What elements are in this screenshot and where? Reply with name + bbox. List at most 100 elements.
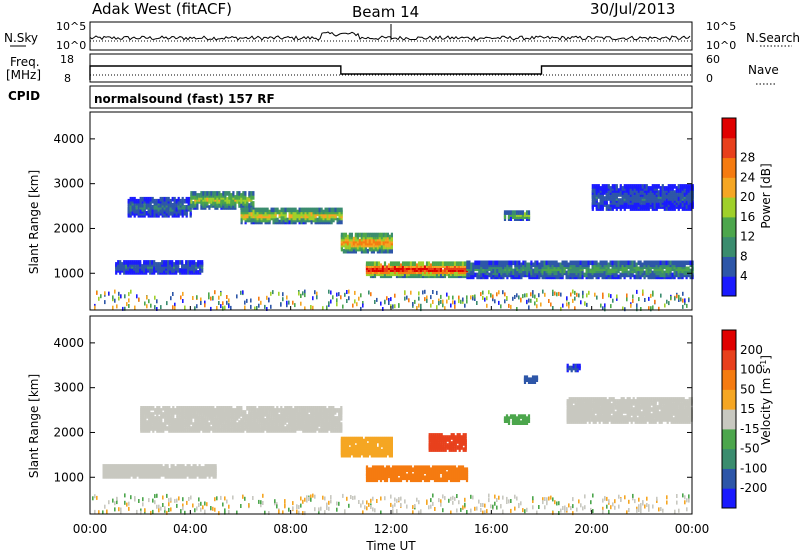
heatmap-cell bbox=[382, 236, 385, 242]
heatmap-cell bbox=[423, 469, 427, 474]
heatmap-cell bbox=[191, 270, 194, 275]
heatmap-cell bbox=[552, 292, 554, 296]
heatmap-cell bbox=[444, 306, 446, 311]
heatmap-cell bbox=[410, 290, 412, 295]
heatmap-cell bbox=[669, 184, 672, 189]
heatmap-cell bbox=[390, 232, 393, 238]
heatmap-cell bbox=[358, 296, 360, 301]
heatmap-cell bbox=[645, 194, 648, 199]
heatmap-cell bbox=[498, 290, 500, 295]
heatmap-cell bbox=[532, 262, 535, 268]
heatmap-cell bbox=[554, 291, 556, 296]
heatmap-cell bbox=[403, 261, 407, 266]
heatmap-cell bbox=[455, 271, 459, 277]
heatmap-cell bbox=[222, 199, 225, 204]
heatmap-cell bbox=[449, 465, 453, 470]
heatmap-cell bbox=[201, 268, 204, 273]
heatmap-cell bbox=[348, 242, 351, 248]
heatmap-cell bbox=[395, 465, 399, 470]
heatmap-cell bbox=[288, 300, 290, 305]
heatmap-cell bbox=[248, 215, 251, 221]
heatmap-cell bbox=[238, 420, 241, 425]
heatmap-cell bbox=[326, 408, 329, 413]
heatmap-cell bbox=[615, 184, 618, 189]
heatmap-cell bbox=[314, 207, 317, 213]
heatmap-cell bbox=[466, 299, 468, 304]
heatmap-cell bbox=[276, 424, 279, 429]
heatmap-cell bbox=[679, 272, 682, 278]
heatmap-cell bbox=[442, 299, 444, 304]
heatmap-cell bbox=[434, 433, 437, 438]
heatmap-cell bbox=[409, 261, 413, 266]
heatmap-cell bbox=[543, 270, 546, 276]
heatmap-cell bbox=[673, 260, 676, 266]
heatmap-cell bbox=[387, 269, 391, 275]
heatmap-cell bbox=[604, 303, 606, 308]
heatmap-cell bbox=[413, 267, 417, 272]
heatmap-cell bbox=[654, 299, 656, 304]
heatmap-cell bbox=[425, 475, 429, 481]
heatmap-cell bbox=[670, 295, 672, 300]
heatmap-cell bbox=[284, 418, 287, 423]
heatmap-cell bbox=[122, 464, 125, 469]
heatmap-cell bbox=[308, 211, 311, 217]
heatmap-cell bbox=[154, 305, 156, 310]
heatmap-cell bbox=[328, 289, 330, 294]
heatmap-cell bbox=[541, 274, 544, 280]
heatmap-cell bbox=[162, 428, 165, 433]
heatmap-cell bbox=[282, 292, 284, 297]
heatmap-cell bbox=[276, 217, 279, 223]
heatmap-cell bbox=[358, 440, 361, 446]
heatmap-cell bbox=[189, 211, 192, 216]
heatmap-cell bbox=[286, 295, 288, 300]
heatmap-cell bbox=[258, 303, 260, 308]
heatmap-cell bbox=[417, 469, 421, 474]
heatmap-cell bbox=[409, 465, 413, 470]
heatmap-cell bbox=[342, 436, 345, 442]
heatmap-cell bbox=[427, 465, 431, 470]
heatmap-cell bbox=[372, 444, 375, 450]
heatmap-cell bbox=[208, 191, 211, 196]
heatmap-cell bbox=[508, 303, 510, 308]
heatmap-cell bbox=[367, 467, 371, 472]
heatmap-cell bbox=[183, 205, 186, 210]
heatmap-cell bbox=[405, 261, 409, 266]
heatmap-cell bbox=[370, 232, 373, 238]
heatmap-cell bbox=[565, 270, 568, 276]
heatmap-cell bbox=[156, 299, 158, 304]
heatmap-cell bbox=[244, 191, 247, 196]
heatmap-cell bbox=[334, 207, 337, 213]
heatmap-cell bbox=[633, 260, 636, 266]
heatmap-cell bbox=[214, 290, 216, 295]
heatmap-cell bbox=[248, 406, 251, 411]
heatmap-cell bbox=[284, 217, 287, 223]
heatmap-cell bbox=[167, 211, 170, 216]
heatmap-cell bbox=[318, 428, 321, 433]
heatmap-cell bbox=[677, 188, 680, 193]
heatmap-cell bbox=[430, 303, 432, 308]
heatmap-cell bbox=[139, 209, 142, 214]
heatmap-cell bbox=[461, 261, 465, 266]
heatmap-cell bbox=[226, 197, 229, 202]
heatmap-cell bbox=[250, 298, 252, 303]
heatmap-cell bbox=[256, 306, 258, 310]
heatmap-cell bbox=[597, 192, 600, 197]
heatmap-cell bbox=[401, 261, 405, 266]
heatmap-cell bbox=[378, 440, 381, 446]
heatmap-cell bbox=[310, 406, 313, 411]
heatmap-cell bbox=[510, 304, 512, 309]
heatmap-cell bbox=[424, 289, 426, 294]
heatmap-cell bbox=[417, 465, 421, 470]
heatmap-cell bbox=[278, 414, 281, 419]
heatmap-cell bbox=[544, 292, 546, 297]
heatmap-cell bbox=[492, 297, 494, 302]
heatmap-cell bbox=[171, 196, 174, 202]
heatmap-cell bbox=[214, 416, 217, 421]
heatmap-cell bbox=[183, 198, 186, 204]
heatmap-cell bbox=[369, 473, 373, 479]
heatmap-cell bbox=[191, 260, 194, 265]
heatmap-cell bbox=[532, 268, 535, 274]
heatmap-cell bbox=[453, 261, 457, 266]
heatmap-cell bbox=[250, 217, 253, 223]
heatmap-cell bbox=[344, 242, 347, 248]
